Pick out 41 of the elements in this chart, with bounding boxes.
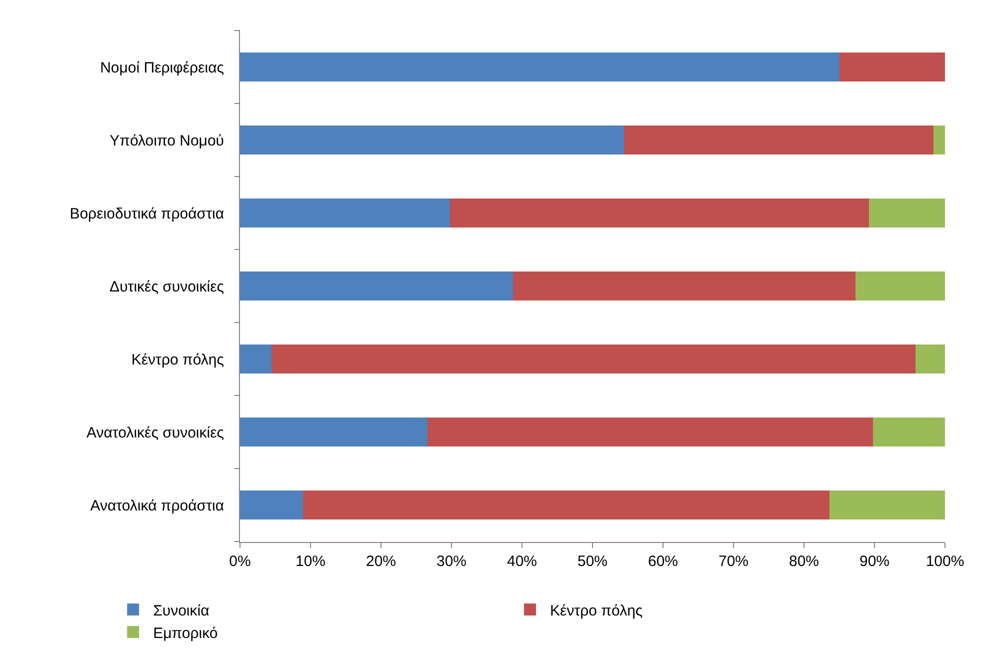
x-tick-label: 10%	[295, 553, 326, 570]
bar	[873, 417, 945, 447]
bar	[624, 125, 934, 155]
x-tick-label: 20%	[366, 553, 396, 570]
y-tick-label: Υπόλοιπο Νομού	[110, 132, 224, 150]
bar	[240, 271, 513, 301]
x-tick-label: 60%	[648, 553, 678, 570]
x-tick-label: 80%	[788, 553, 820, 570]
x-tick-label: 50%	[577, 553, 608, 570]
x-tick-label: 30%	[436, 553, 467, 570]
bar	[450, 198, 869, 228]
bar	[839, 52, 945, 82]
y-tick-label: Ανατολικά προάστια	[90, 497, 224, 514]
y-tick-label: Ανατολικές συνοικίες	[86, 424, 224, 442]
legend-label: Κέντρο πόλης	[550, 602, 643, 620]
bar	[240, 125, 624, 155]
bar	[240, 417, 428, 447]
legend-label: Εμπορικό	[153, 624, 218, 642]
bar	[934, 125, 945, 155]
bar	[512, 271, 856, 301]
bar	[855, 271, 945, 301]
bar	[868, 198, 945, 228]
bar	[915, 344, 945, 374]
bar	[240, 52, 840, 82]
x-tick-label: 90%	[859, 553, 890, 570]
x-tick-label: 70%	[718, 553, 749, 570]
bar	[829, 490, 945, 520]
y-tick-label: Δυτικές συνοικίες	[110, 278, 224, 296]
bar	[240, 344, 272, 374]
bar	[302, 490, 830, 520]
x-tick-label: 40%	[506, 553, 538, 570]
bar	[240, 198, 450, 228]
bar	[428, 417, 874, 447]
bar	[272, 344, 916, 374]
x-tick-label: 100%	[926, 553, 964, 570]
legend-label: Συνοικία	[153, 602, 210, 620]
x-tick-label: 0%	[229, 553, 251, 570]
y-tick-label: Κέντρο πόλης	[131, 351, 224, 368]
bar	[240, 490, 303, 520]
y-tick-label: Βορειοδυτικά προάστια	[70, 205, 224, 222]
y-tick-label: Νομοί Περιφέρειας	[100, 59, 224, 76]
